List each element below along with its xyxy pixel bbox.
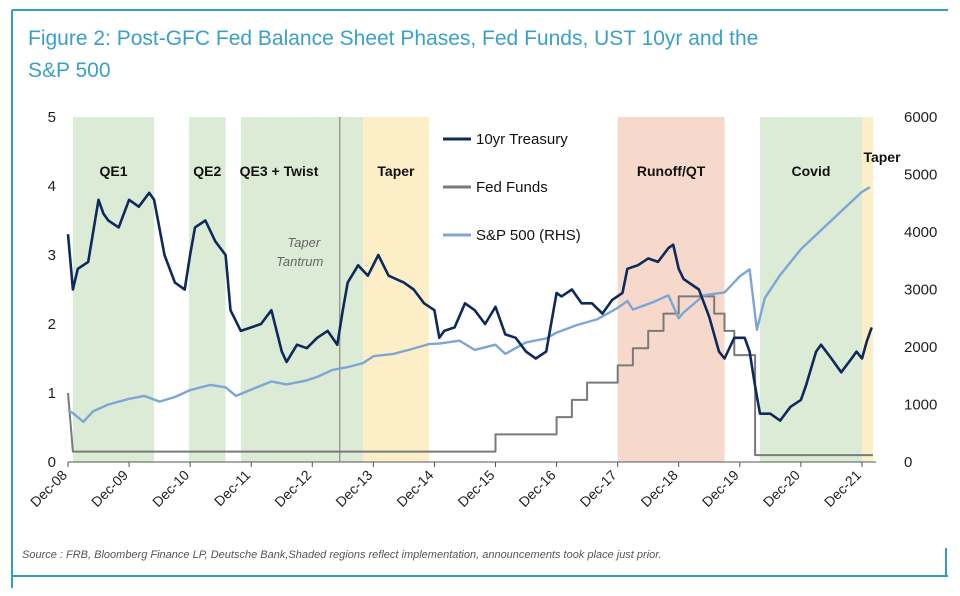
left-tick-label-4: 4 [48,178,56,195]
x-axis: Dec-08 Dec-09 Dec-10 Dec-11 Dec-12 Dec-13 Dec-… [27,461,876,510]
legend: 10yr Treasury Fed Funds S&P 500 (RHS) [443,131,581,244]
phase-label-7: Taper [863,149,901,165]
phase-label-2: QE3 + Twist [240,163,319,179]
x-tick-label-1: Dec-09 [88,467,131,510]
x-tick-label-2: Dec-10 [149,467,192,510]
phase-shade-1 [188,117,226,462]
right-tick-label-5: 5000 [904,167,937,184]
x-tick-label-8: Dec-16 [515,467,558,510]
phase-shade-6 [759,117,862,462]
x-tick-label-4: Dec-12 [271,467,314,510]
right-tick-label-2: 2000 [904,339,937,356]
right-tick-label-6: 6000 [904,109,937,126]
phase-shade-7 [861,117,873,462]
taper-tantrum-label-line2: Tantrum [276,254,323,269]
phase-label-0: QE1 [99,163,127,179]
taper-tantrum-annotation: Taper Tantrum [276,117,341,462]
source-note: Source : FRB, Bloomberg Finance LP, Deut… [22,549,662,561]
x-tick-label-7: Dec-15 [454,467,497,510]
phase-shade-4 [362,117,429,462]
series-line-10yr-treasury [66,191,873,422]
left-tick-label-5: 5 [48,109,56,126]
phase-label-6: Covid [792,163,831,179]
x-tick-label-11: Dec-19 [699,467,742,510]
x-tick-label-6: Dec-14 [393,467,436,510]
right-axis: 0 1000 2000 3000 4000 5000 6000 [904,109,937,471]
phase-label-4: Taper [377,163,415,179]
right-tick-label-0: 0 [904,454,912,471]
left-tick-label-2: 2 [48,316,56,333]
right-tick-label-3: 3000 [904,282,937,299]
phase-shade-5 [617,117,725,462]
x-tick-label-9: Dec-17 [577,467,620,510]
right-tick-label-4: 4000 [904,224,937,241]
phase-shade-2 [240,117,318,462]
right-tick-label-1: 1000 [904,397,937,414]
left-axis: 0 1 2 3 4 5 [48,109,56,471]
legend-label-2: S&P 500 (RHS) [476,227,581,244]
series-lines [66,186,873,457]
left-tick-label-0: 0 [48,454,56,471]
chart-title-line1: Figure 2: Post-GFC Fed Balance Sheet Pha… [28,27,758,50]
phase-labels: QE1 QE2 QE3 + Twist Taper Runoff/QT Covid Tape… [99,149,901,179]
x-tick-label-5: Dec-13 [332,467,375,510]
chart-title-line2: S&P 500 [28,59,111,82]
legend-label-0: 10yr Treasury [476,131,568,148]
series-line-s-p-500-rhs [67,186,871,423]
left-tick-label-1: 1 [48,385,56,402]
left-tick-label-3: 3 [48,247,56,264]
x-tick-label-12: Dec-20 [760,467,803,510]
phase-shading [72,117,873,462]
x-tick-label-10: Dec-18 [638,467,681,510]
phase-label-1: QE2 [193,163,221,179]
taper-tantrum-label-line1: Taper [287,235,320,250]
x-tick-label-3: Dec-11 [211,467,254,510]
series-line-fed-funds [67,295,873,457]
legend-label-1: Fed Funds [476,179,548,196]
x-tick-label-13: Dec-21 [821,467,864,510]
x-tick-label-0: Dec-08 [27,467,70,510]
phase-label-5: Runoff/QT [637,163,706,179]
phase-shade-0 [72,117,155,462]
